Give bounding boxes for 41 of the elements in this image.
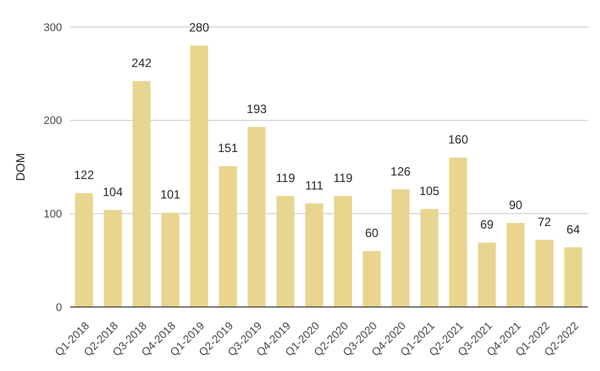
y-tick-label: 100 — [44, 208, 62, 221]
bar — [161, 212, 180, 307]
bar — [449, 158, 468, 307]
data-label: 72 — [538, 214, 552, 229]
bar — [362, 251, 381, 307]
data-label: 119 — [276, 170, 296, 185]
bar — [420, 209, 438, 307]
data-label: 111 — [305, 178, 324, 192]
bar — [276, 196, 294, 307]
bar — [334, 196, 352, 307]
data-label: 280 — [189, 20, 210, 35]
data-label: 160 — [448, 132, 468, 147]
data-label: 126 — [390, 164, 411, 178]
data-label: 64 — [566, 222, 580, 236]
y-tick-label: 200 — [44, 115, 62, 128]
data-label: 104 — [102, 184, 124, 199]
bar — [305, 203, 324, 307]
data-label: 69 — [480, 218, 494, 232]
data-label: 242 — [132, 56, 152, 70]
bar — [564, 247, 582, 307]
data-label: 122 — [74, 168, 94, 182]
bar — [75, 193, 93, 307]
y-axis-title: DOM — [13, 153, 28, 181]
bar — [248, 126, 266, 307]
y-tick-label: 300 — [44, 22, 62, 34]
data-label: 90 — [508, 198, 523, 212]
data-label: 60 — [365, 226, 379, 240]
data-label: 193 — [246, 102, 267, 116]
bar — [535, 240, 554, 307]
data-label: 105 — [419, 184, 440, 198]
data-label: 101 — [160, 188, 181, 202]
bar — [392, 189, 410, 307]
data-label: 119 — [333, 170, 353, 185]
bar — [478, 242, 496, 307]
bar — [218, 166, 237, 307]
y-tick-label: 0 — [56, 302, 62, 314]
bar — [104, 210, 122, 307]
bar — [506, 223, 525, 307]
bar — [190, 46, 208, 307]
data-label: 151 — [218, 141, 238, 156]
bar — [132, 81, 151, 307]
